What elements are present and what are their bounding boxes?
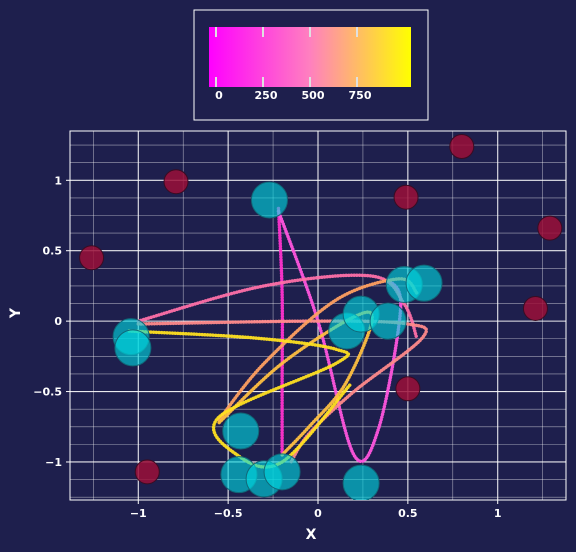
colorbar-ticks: 0 250 500 750 (215, 27, 372, 102)
data-point-large (114, 329, 152, 367)
data-point-large (263, 453, 301, 491)
data-point-small (449, 133, 475, 159)
data-point-small (395, 376, 421, 402)
data-point-small (163, 169, 189, 195)
colorbar-tick-label: 0 (215, 89, 223, 102)
trajectory-line (276, 209, 403, 464)
data-point-large (405, 264, 443, 302)
data-point-large (369, 302, 407, 340)
y-tick-label: −0.5 (33, 386, 62, 399)
trajectory-line (136, 273, 419, 340)
data-point-small (79, 245, 105, 271)
axis-ticks: −1 −0.5 0 0.5 1 −1 −0.5 0 0.5 1 (33, 174, 501, 520)
data-point-large (222, 412, 260, 450)
x-tick-label: −1 (130, 507, 147, 520)
data-point-large (342, 464, 380, 500)
y-tick-label: −1 (45, 456, 62, 469)
y-tick-label: 1 (54, 174, 62, 187)
y-axis-label: Y (8, 307, 24, 319)
data-point-small (134, 459, 160, 485)
colorbar-tick-label: 500 (302, 89, 325, 102)
data-point-small (537, 215, 563, 241)
x-tick-label: 0.5 (398, 507, 418, 520)
x-tick-label: 0 (314, 507, 322, 520)
plot-layer (79, 133, 563, 500)
data-point-large (250, 181, 288, 219)
x-axis-label: X (306, 527, 317, 543)
colorbar-tick-label: 250 (255, 89, 278, 102)
colorbar-tick-label: 750 (349, 89, 372, 102)
trajectory-line (276, 206, 285, 457)
y-tick-label: 0 (54, 315, 62, 328)
x-tick-label: 1 (494, 507, 502, 520)
data-point-small (393, 184, 419, 210)
x-tick-label: −0.5 (214, 507, 243, 520)
y-tick-label: 0.5 (43, 245, 63, 258)
data-point-small (522, 295, 548, 321)
